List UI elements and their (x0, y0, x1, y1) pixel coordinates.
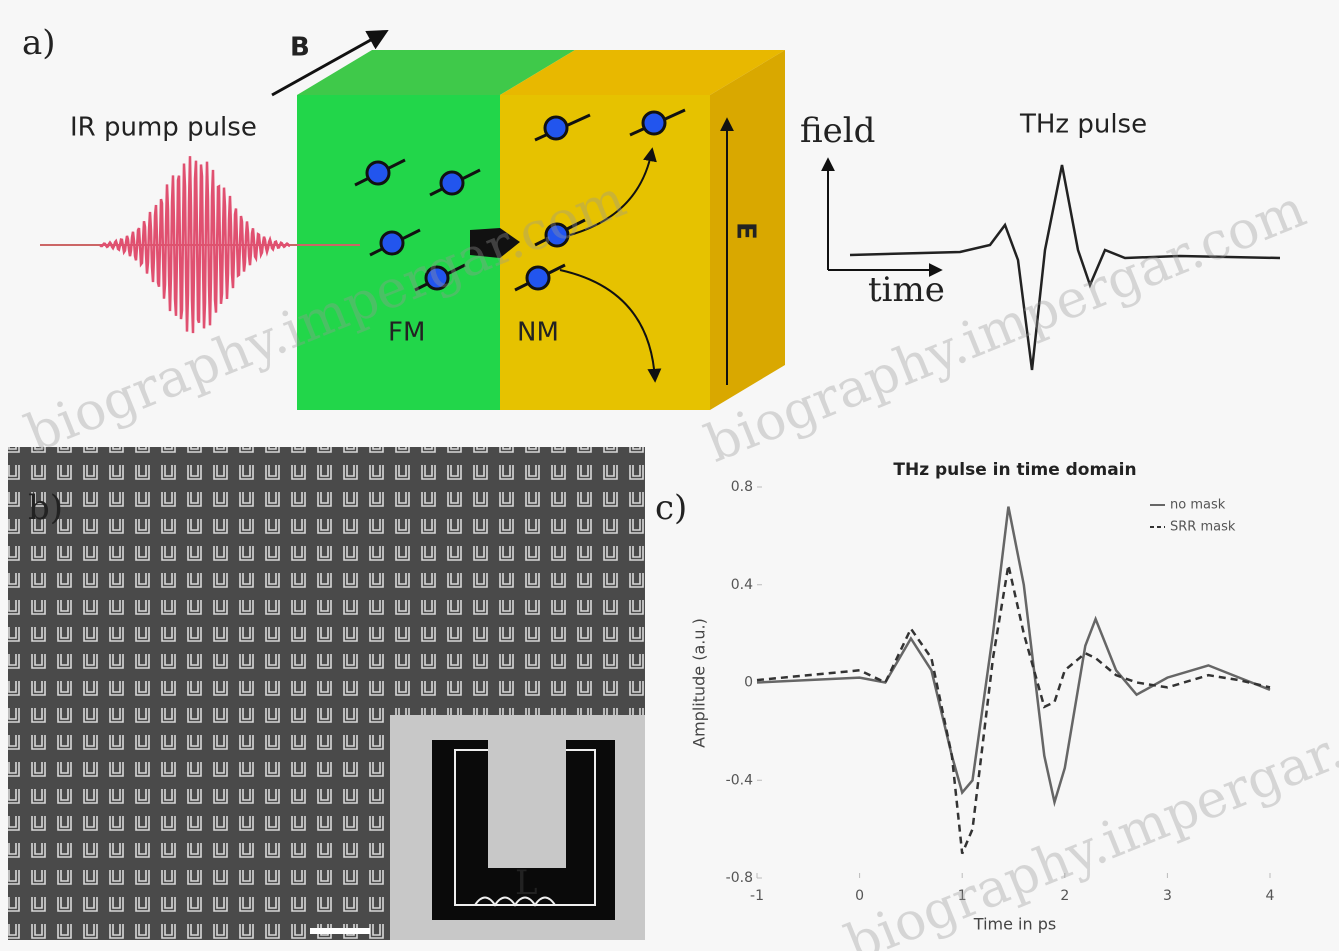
x-tick-label: 1 (958, 888, 967, 904)
y-axis-title: Amplitude (a.u.) (690, 618, 709, 748)
pump-label: IR pump pulse (70, 113, 257, 143)
fm-top (297, 50, 575, 95)
panel-label: a) (22, 23, 56, 63)
x-tick-label: 3 (1163, 888, 1172, 904)
deflect-arrow (559, 269, 662, 383)
panel-a: a) B E FM NM IR pump pulse field tim (22, 23, 1281, 410)
y-tick-label: -0.8 (726, 870, 753, 886)
y-tick-label: 0.8 (731, 479, 753, 495)
y-tick-label: -0.4 (726, 772, 753, 788)
deflect-arrow (569, 147, 657, 236)
series-line (756, 564, 1271, 855)
y-tick-label: 0.4 (731, 577, 753, 593)
watermark: biography.impergar.com (837, 679, 1339, 951)
watermark: biography.impergar.com (697, 179, 1314, 475)
scale-bar (310, 928, 370, 934)
x-tick-label: 0 (855, 888, 864, 904)
legend-label: SRR mask (1170, 520, 1236, 535)
panel-b: b) L (8, 447, 645, 940)
inductor (474, 896, 556, 907)
b-arrow (271, 29, 389, 97)
series-line (756, 506, 1271, 808)
fm-label: FM (388, 318, 425, 348)
inset-label: L (515, 863, 538, 903)
x-tick-label: 2 (1060, 888, 1069, 904)
nm-top (500, 50, 785, 95)
b-label: B (290, 33, 310, 63)
srr-gap (488, 740, 566, 868)
x-tick-label: -1 (750, 888, 764, 904)
nm-side (710, 50, 785, 410)
chart-title: THz pulse in time domain (893, 460, 1136, 480)
spins (354, 108, 686, 292)
spin-current-arrow (470, 228, 520, 258)
ir-pulse (99, 156, 291, 334)
legend-label: no mask (1170, 498, 1226, 513)
panel-label: b) (28, 488, 63, 528)
thz-sketch (849, 164, 1281, 371)
time-label: time (868, 270, 945, 310)
thz-label: THz pulse (1019, 110, 1147, 140)
e-label: E (731, 222, 761, 240)
nm-layer (500, 95, 710, 410)
x-axis-title: Time in ps (973, 915, 1056, 934)
field-label: field (800, 111, 875, 151)
panel-c: c) THz pulse in time domain Time in ps A… (655, 460, 1275, 934)
x-tick-label: 4 (1266, 888, 1275, 904)
y-tick-label: 0 (744, 675, 753, 691)
nm-label: NM (517, 318, 559, 348)
panel-label: c) (655, 488, 687, 528)
